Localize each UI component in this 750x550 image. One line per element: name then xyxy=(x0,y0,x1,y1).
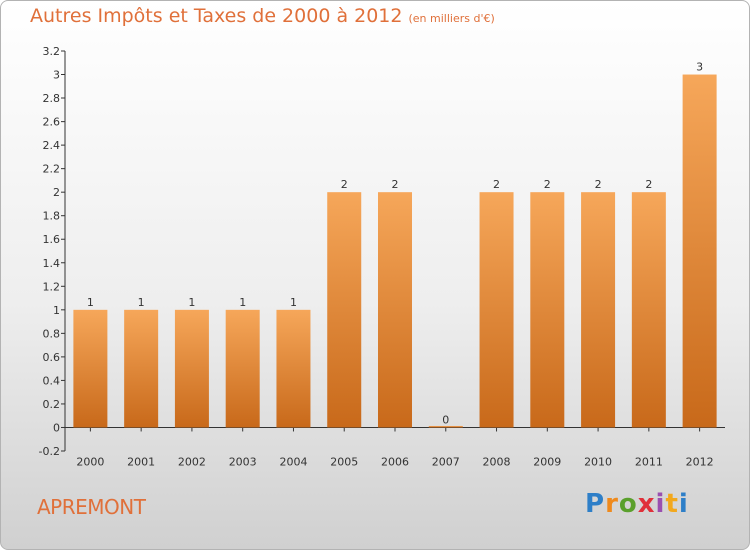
y-tick-label: 1.4 xyxy=(43,257,61,270)
bar-2005 xyxy=(327,192,362,428)
chart-subtitle: (en milliers d'€) xyxy=(408,12,495,25)
y-tick-label: 0 xyxy=(53,421,60,434)
logo-letter: i xyxy=(678,489,689,519)
bar-2011 xyxy=(631,192,666,428)
data-label: 3 xyxy=(696,61,703,74)
data-label: 2 xyxy=(595,178,602,191)
x-tick-label: 2002 xyxy=(178,455,206,468)
y-tick-label: 1.2 xyxy=(43,280,61,293)
y-tick-label: 0.6 xyxy=(43,351,61,364)
x-tick-label: 2004 xyxy=(279,455,307,468)
y-tick-label: -0.2 xyxy=(39,445,60,458)
y-tick-label: 2.6 xyxy=(43,116,61,129)
data-labels: 1 1 1 1 1 2 2 0 2 2 2 2 3 xyxy=(87,61,703,427)
y-tick-label: 2.2 xyxy=(43,163,61,176)
bar-2010 xyxy=(581,192,616,428)
data-label: 1 xyxy=(290,296,297,309)
y-tick-label: 2.8 xyxy=(43,92,61,105)
proxiti-logo: Proxiti xyxy=(585,489,689,519)
x-axis: 2000 2001 2002 2003 2004 2005 2006 2007 2008 2009… xyxy=(65,426,725,468)
data-label: 1 xyxy=(138,296,145,309)
x-tick-label: 2000 xyxy=(76,455,104,468)
logo-letter: o xyxy=(618,489,638,519)
bar-2006 xyxy=(378,192,412,428)
bar-2008 xyxy=(479,192,514,428)
data-label: 1 xyxy=(239,296,246,309)
y-tick-label: 0.8 xyxy=(43,327,61,340)
data-label: 2 xyxy=(392,178,399,191)
y-tick-label: 0.4 xyxy=(43,374,61,387)
y-tick-label: 2 xyxy=(53,186,60,199)
logo-letter: x xyxy=(637,489,656,519)
data-label: 2 xyxy=(645,178,652,191)
bar-2001 xyxy=(124,309,159,428)
data-label: 0 xyxy=(442,413,449,426)
chart-title: Autres Impôts et Taxes de 2000 à 2012 xyxy=(30,5,403,27)
data-label: 2 xyxy=(341,178,348,191)
y-tick-label: 3 xyxy=(53,69,60,82)
bar-2012 xyxy=(682,74,717,428)
data-label: 2 xyxy=(493,178,500,191)
bar-2009 xyxy=(530,192,565,428)
x-tick-label: 2003 xyxy=(229,455,257,468)
data-label: 2 xyxy=(544,178,551,191)
x-tick-label: 2012 xyxy=(686,455,714,468)
x-tick-label: 2001 xyxy=(127,455,155,468)
y-tick-label: 1.6 xyxy=(43,233,61,246)
bar-2003 xyxy=(225,309,260,428)
logo-letter: r xyxy=(605,489,619,519)
bar-2007 xyxy=(428,425,463,428)
x-tick-label: 2011 xyxy=(635,455,663,468)
x-tick-label: 2009 xyxy=(533,455,561,468)
logo-letter: P xyxy=(585,489,606,519)
logo-letter: i xyxy=(655,489,666,519)
logo-letter: t xyxy=(665,489,679,519)
x-tick-label: 2005 xyxy=(330,455,358,468)
y-tick-label: 0.2 xyxy=(43,398,61,411)
y-tick-label: 1.8 xyxy=(43,210,61,223)
commune-name: APREMONT xyxy=(37,495,146,519)
y-tick-label: 3.2 xyxy=(43,45,61,58)
bar-2000 xyxy=(73,309,108,428)
bar-2002 xyxy=(174,309,209,428)
data-label: 1 xyxy=(87,296,94,309)
x-tick-label: 2007 xyxy=(432,455,460,468)
x-tick-label: 2006 xyxy=(381,455,409,468)
y-tick-label: 1 xyxy=(53,304,60,317)
chart-title-block: Autres Impôts et Taxes de 2000 à 2012 (en… xyxy=(30,5,495,27)
bars xyxy=(73,74,717,428)
bar-2004 xyxy=(276,309,311,428)
x-tick-label: 2008 xyxy=(483,455,511,468)
y-tick-label: 2.4 xyxy=(43,139,61,152)
y-axis: 3.2 3 2.8 2.6 2.4 2.2 2 1.8 1.6 1.4 1.2 1 0.8 0.6 0.4 0… xyxy=(39,45,66,458)
x-tick-label: 2010 xyxy=(584,455,612,468)
data-label: 1 xyxy=(188,296,195,309)
